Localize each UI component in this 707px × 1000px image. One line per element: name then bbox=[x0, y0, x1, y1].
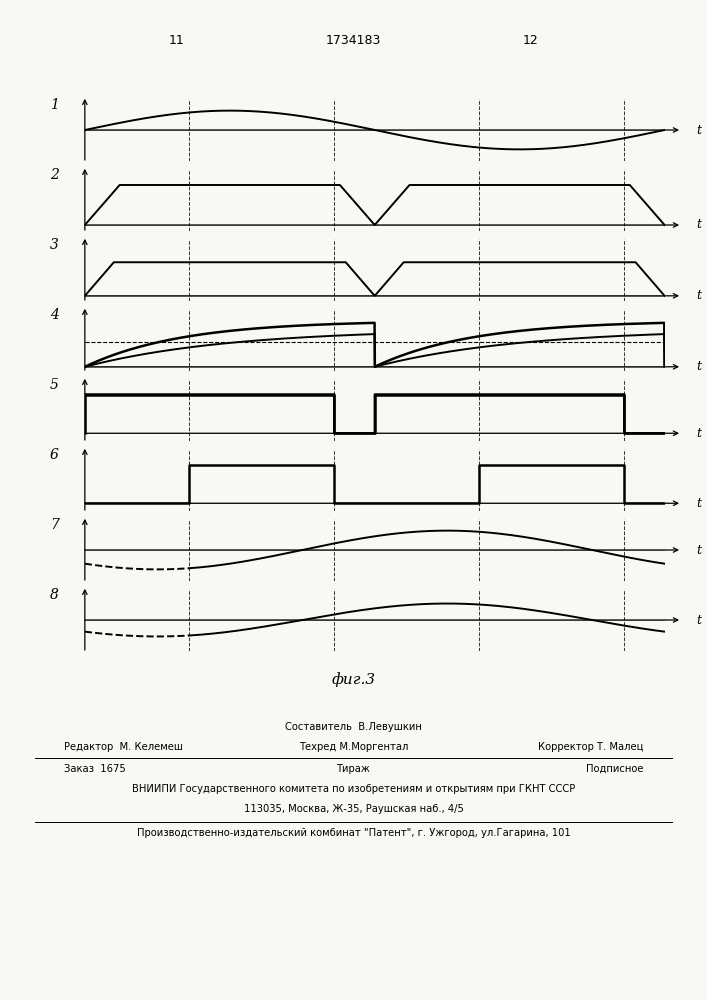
Text: t: t bbox=[696, 360, 701, 373]
Text: 11: 11 bbox=[169, 33, 185, 46]
Text: Редактор  М. Келемеш: Редактор М. Келемеш bbox=[64, 742, 182, 752]
Text: t: t bbox=[696, 427, 701, 440]
Text: Техред М.Моргентал: Техред М.Моргентал bbox=[299, 742, 408, 752]
Text: Корректор Т. Малец: Корректор Т. Малец bbox=[538, 742, 643, 752]
Text: 3: 3 bbox=[50, 238, 59, 252]
Text: 113035, Москва, Ж-35, Раушская наб., 4/5: 113035, Москва, Ж-35, Раушская наб., 4/5 bbox=[244, 804, 463, 814]
Text: Подписное: Подписное bbox=[586, 764, 643, 774]
Text: Заказ  1675: Заказ 1675 bbox=[64, 764, 125, 774]
Text: Тираж: Тираж bbox=[337, 764, 370, 774]
Text: t: t bbox=[696, 123, 701, 136]
Text: ВНИИПИ Государственного комитета по изобретениям и открытиям при ГКНТ СССР: ВНИИПИ Государственного комитета по изоб… bbox=[132, 784, 575, 794]
Text: 8: 8 bbox=[50, 588, 59, 602]
Text: 7: 7 bbox=[50, 518, 59, 532]
Text: 5: 5 bbox=[50, 378, 59, 392]
Text: Составитель  В.Левушкин: Составитель В.Левушкин bbox=[285, 722, 422, 732]
Text: 4: 4 bbox=[50, 308, 59, 322]
Text: фиг.3: фиг.3 bbox=[332, 673, 375, 687]
Text: 2: 2 bbox=[50, 168, 59, 182]
Text: 1: 1 bbox=[50, 98, 59, 112]
Text: t: t bbox=[696, 289, 701, 302]
Text: 6: 6 bbox=[50, 448, 59, 462]
Text: Производственно-издательский комбинат "Патент", г. Ужгород, ул.Гагарина, 101: Производственно-издательский комбинат "П… bbox=[136, 828, 571, 838]
Text: t: t bbox=[696, 219, 701, 232]
Text: t: t bbox=[696, 544, 701, 556]
Text: t: t bbox=[696, 497, 701, 510]
Text: t: t bbox=[696, 613, 701, 626]
Text: 1734183: 1734183 bbox=[326, 33, 381, 46]
Text: 12: 12 bbox=[522, 33, 538, 46]
